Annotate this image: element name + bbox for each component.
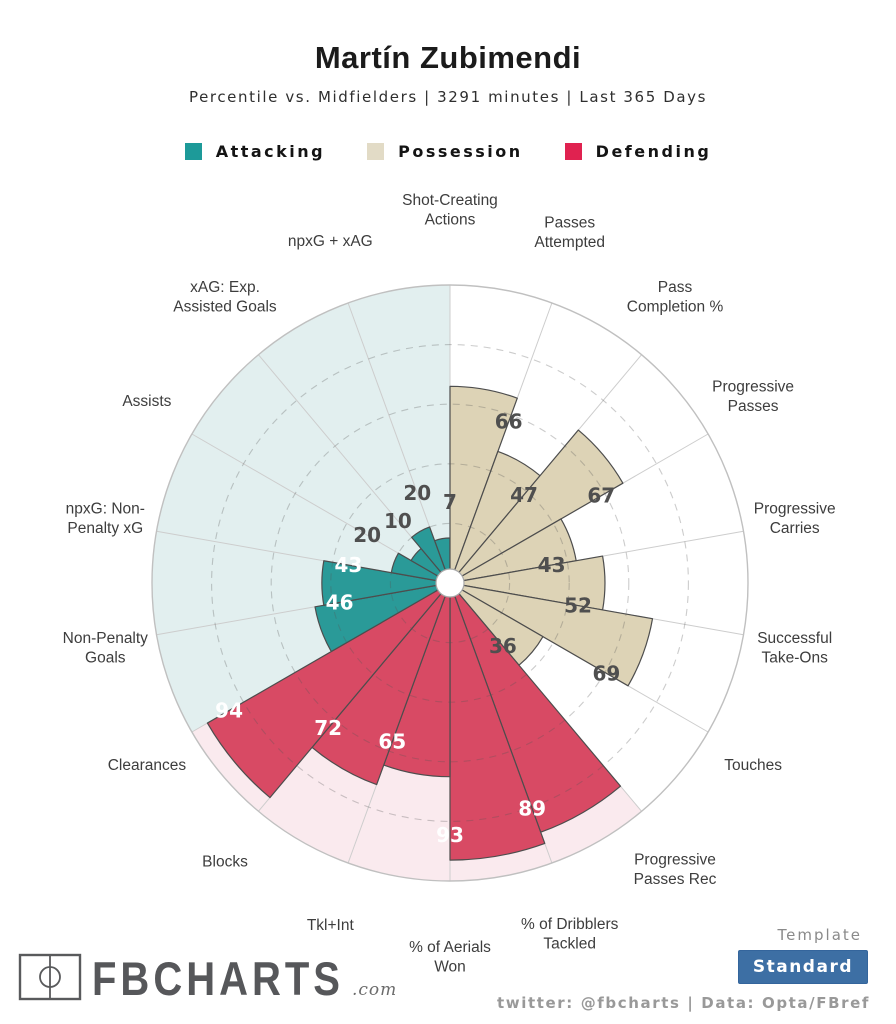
chart-subtitle: Percentile vs. Midfielders | 3291 minute… (188, 88, 708, 106)
value-label: 20 (403, 481, 431, 505)
value-label: 66 (495, 410, 523, 434)
stat-label: Assists (122, 393, 171, 410)
value-label: 93 (436, 823, 464, 847)
value-label: 89 (518, 797, 546, 821)
stat-label: Clearances (108, 756, 187, 773)
stat-label: Pass Completion % (627, 279, 724, 316)
wedge-non-penalty-goals (314, 582, 451, 653)
logo-suffix: .com (351, 980, 398, 1000)
stat-label: Progressive Passes (712, 378, 794, 415)
wedge-assists (390, 552, 451, 584)
outer-circle (151, 284, 749, 882)
value-label: 52 (564, 594, 592, 618)
slice-divider (191, 433, 439, 577)
gridline-80 (211, 344, 689, 822)
logo-wordmark: FBCHARTS (92, 953, 344, 1006)
legend: Attacking Possession Defending (0, 142, 896, 161)
template-standard-button[interactable]: Standard (737, 950, 868, 984)
pitch-icon (18, 953, 82, 1001)
stat-label: Shot-Creating Actions (402, 191, 498, 228)
stat-label: Non-Penalty Goals (63, 630, 149, 667)
value-label: 10 (384, 509, 412, 533)
stat-label: npxG + xAG (288, 233, 373, 250)
stat-label: Tkl+Int (307, 916, 355, 933)
gridline-20 (389, 522, 511, 644)
stat-label: Touches (724, 756, 782, 773)
legend-item-defending: Defending (564, 142, 712, 161)
stat-label: npxG: Non-Penalty xG (66, 500, 145, 537)
value-label: 7 (443, 490, 457, 514)
stat-label: xAG: Exp. Assisted Goals (173, 279, 277, 316)
gridline-40 (330, 463, 570, 703)
legend-swatch (564, 143, 582, 160)
value-label: 46 (326, 591, 354, 615)
wedge-clearances (206, 582, 451, 799)
fbcharts-logo: FBCHARTS .com (18, 952, 398, 1006)
legend-label: Attacking (215, 142, 326, 161)
legend-swatch (184, 143, 202, 160)
stat-label: Blocks (202, 853, 248, 870)
legend-label: Defending (595, 142, 712, 161)
wedge-touches (449, 582, 654, 687)
wedge-npxg-non-penalty-xg (321, 560, 451, 606)
credit-line: twitter: @fbcharts | Data: Opta/FBref (497, 994, 870, 1012)
wedge--of-aerials-won (449, 582, 546, 861)
stat-label: Progressive Passes Rec (634, 851, 717, 888)
stat-label: Progressive Carries (754, 500, 836, 537)
center-hub (435, 568, 465, 598)
value-label: 69 (592, 661, 620, 685)
value-label: 72 (314, 716, 342, 740)
wedge-npxg-xag (411, 526, 451, 584)
value-label: 67 (587, 484, 615, 508)
value-label: 20 (353, 523, 381, 547)
legend-item-attacking: Attacking (184, 142, 326, 161)
slice-divider (347, 302, 446, 570)
legend-item-possession: Possession (367, 142, 523, 161)
slice-divider (258, 354, 442, 573)
value-label: 94 (215, 699, 243, 723)
sector-bg-possession (450, 285, 748, 812)
page-title: Martín Zubimendi (314, 40, 582, 75)
wedge-passes-attempted (449, 385, 518, 584)
stat-label: Passes Attempted (534, 214, 605, 251)
wedge-progressive-passes (449, 429, 624, 584)
value-label: 36 (489, 634, 517, 658)
value-label: 43 (334, 553, 362, 577)
template-label: Template (777, 926, 862, 944)
legend-label: Possession (398, 142, 523, 161)
legend-swatch (367, 143, 385, 160)
stat-label: Successful Take-Ons (757, 630, 832, 667)
stat-label: % of Dribblers Tackled (521, 916, 619, 953)
value-label: 47 (510, 483, 538, 507)
value-label: 43 (538, 553, 566, 577)
gridline-60 (270, 403, 630, 763)
stat-label: % of Aerials Won (409, 938, 491, 975)
value-label: 65 (378, 730, 406, 754)
